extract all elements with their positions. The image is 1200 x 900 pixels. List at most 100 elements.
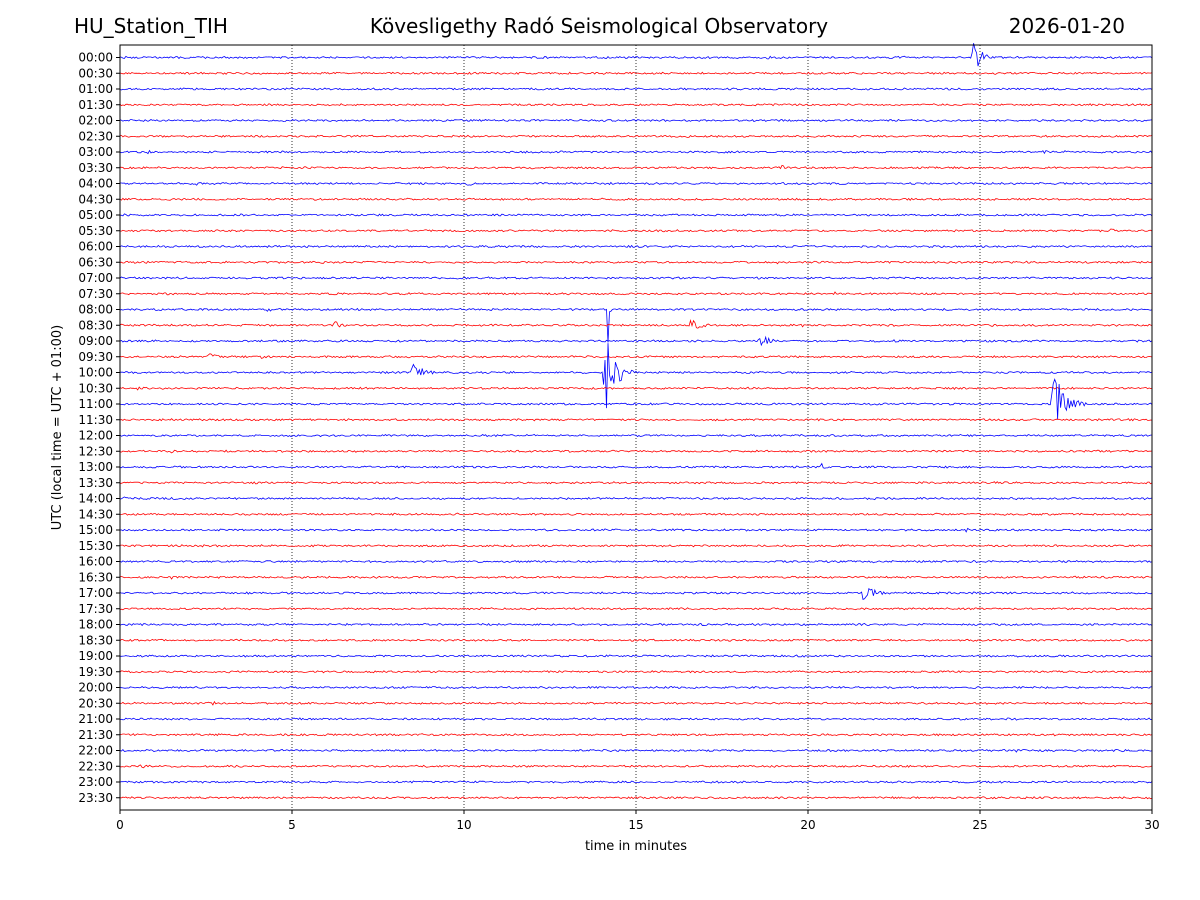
- y-tick-label: 20:30: [78, 696, 113, 710]
- x-tick-label: 0: [116, 818, 124, 832]
- trace-2000: [119, 685, 1153, 690]
- trace-1530: [119, 544, 1153, 548]
- y-tick-label: 02:00: [78, 114, 113, 128]
- y-tick-label: 20:00: [78, 681, 113, 695]
- trace-2300: [119, 780, 1153, 784]
- trace-0130: [119, 103, 1153, 107]
- y-tick-label: 06:00: [78, 240, 113, 254]
- x-tick-label: 30: [1144, 818, 1159, 832]
- trace-0730: [119, 291, 1153, 296]
- y-tick-label: 06:30: [78, 255, 113, 269]
- trace-1700: [119, 587, 1153, 600]
- traces: [119, 43, 1153, 800]
- grid: [291, 45, 981, 810]
- trace-0800: [119, 307, 1153, 343]
- trace-0430: [119, 197, 1153, 201]
- trace-1430: [119, 512, 1153, 516]
- y-tick-label: 14:00: [78, 492, 113, 506]
- y-tick-label: 05:30: [78, 224, 113, 238]
- observatory-title: Kövesligethy Radó Seismological Observat…: [369, 14, 829, 38]
- y-tick-label: 07:00: [78, 271, 113, 285]
- trace-0900: [119, 335, 1153, 347]
- trace-0200: [119, 118, 1153, 123]
- y-tick-label: 17:30: [78, 602, 113, 616]
- x-tick-label: 5: [288, 818, 296, 832]
- y-tick-label: 09:30: [78, 350, 113, 364]
- y-tick-label: 23:30: [78, 791, 113, 805]
- x-tick-label: 25: [972, 818, 987, 832]
- trace-1630: [119, 575, 1153, 580]
- y-tick-label: 22:30: [78, 759, 113, 773]
- trace-2230: [120, 764, 1153, 769]
- y-tick-label: 11:30: [78, 413, 113, 427]
- trace-0630: [119, 260, 1153, 265]
- y-tick-label: 16:30: [78, 570, 113, 584]
- y-tick-label: 03:00: [78, 145, 113, 159]
- y-tick-label: 19:30: [78, 665, 113, 679]
- y-tick-label: 18:30: [78, 633, 113, 647]
- trace-2200: [119, 748, 1153, 753]
- x-tick-label: 15: [628, 818, 643, 832]
- trace-1030: [119, 386, 1153, 391]
- trace-0700: [119, 276, 1153, 280]
- y-tick-label: 16:00: [78, 555, 113, 569]
- trace-1100: [119, 378, 1153, 420]
- trace-0300: [119, 149, 1153, 155]
- x-axis: 0 5 10 15 20 25 30: [116, 810, 1160, 832]
- y-tick-label: 21:00: [78, 712, 113, 726]
- trace-1000: [120, 343, 1153, 409]
- y-tick-label: 01:00: [78, 82, 113, 96]
- y-tick-label: 11:00: [78, 397, 113, 411]
- x-tick-label: 10: [456, 818, 471, 832]
- trace-1230: [119, 449, 1153, 454]
- y-tick-label: 04:30: [78, 192, 113, 206]
- y-tick-label: 22:00: [78, 744, 113, 758]
- y-tick-label: 08:30: [78, 318, 113, 332]
- trace-0500: [119, 213, 1153, 217]
- trace-1130: [119, 418, 1153, 422]
- trace-0600: [119, 244, 1153, 249]
- trace-1930: [119, 670, 1153, 674]
- trace-1400: [119, 496, 1153, 501]
- trace-0930: [119, 353, 1153, 359]
- trace-1830: [119, 638, 1153, 642]
- trace-1330: [120, 481, 1153, 485]
- y-tick-label: 08:00: [78, 303, 113, 317]
- y-tick-label: 09:00: [78, 334, 113, 348]
- y-axis-label: UTC (local time = UTC + 01:00): [50, 325, 65, 530]
- x-axis-label: time in minutes: [585, 839, 687, 854]
- trace-1300: [119, 462, 1153, 469]
- y-tick-label: 13:00: [78, 460, 113, 474]
- trace-1900: [119, 654, 1153, 658]
- y-tick-label: 02:30: [78, 129, 113, 143]
- y-tick-label: 00:30: [78, 66, 113, 80]
- y-tick-label: 13:30: [78, 476, 113, 490]
- x-tick-label: 20: [800, 818, 815, 832]
- y-tick-label: 15:00: [78, 523, 113, 537]
- trace-2330: [119, 796, 1153, 800]
- trace-0030: [119, 71, 1153, 75]
- y-tick-label: 12:30: [78, 444, 113, 458]
- trace-1730: [119, 607, 1153, 611]
- trace-0400: [120, 181, 1153, 186]
- station-title: HU_Station_TIH: [74, 14, 228, 38]
- y-tick-label: 07:30: [78, 287, 113, 301]
- y-tick-label: 14:30: [78, 507, 113, 521]
- trace-1500: [119, 527, 1153, 533]
- y-tick-label: 15:30: [78, 539, 113, 553]
- y-tick-label: 10:00: [78, 366, 113, 380]
- y-tick-label: 18:00: [78, 618, 113, 632]
- y-tick-label: 23:00: [78, 775, 113, 789]
- y-tick-label: 01:30: [78, 98, 113, 112]
- trace-1800: [119, 622, 1153, 627]
- y-tick-label: 00:00: [78, 51, 113, 65]
- y-tick-label: 04:00: [78, 177, 113, 191]
- y-tick-label: 05:00: [78, 208, 113, 222]
- trace-1600: [119, 559, 1153, 564]
- trace-0530: [119, 228, 1153, 233]
- trace-0100: [119, 87, 1153, 91]
- y-tick-label: 12:00: [78, 429, 113, 443]
- trace-1200: [119, 433, 1153, 438]
